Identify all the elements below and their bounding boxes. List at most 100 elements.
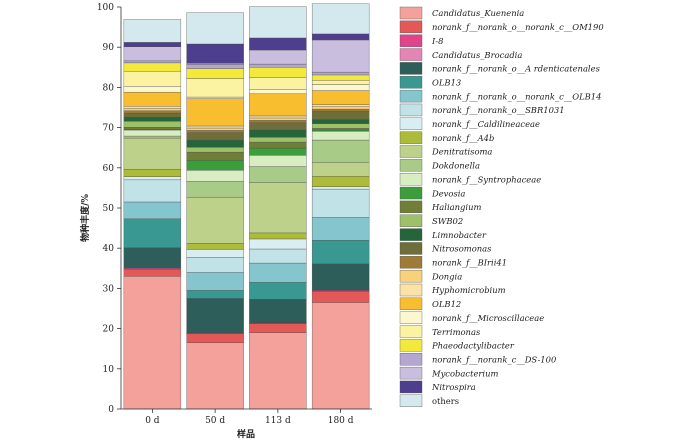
bar-segment (311, 239, 370, 265)
y-tick-label: 40 (103, 244, 115, 254)
bar-segment (311, 111, 370, 120)
bar-segment (311, 71, 370, 76)
bar-segment (186, 125, 244, 129)
bar-segment (311, 90, 370, 105)
x-axis-title: 样品 (237, 428, 255, 440)
y-tick-label: 10 (103, 365, 115, 375)
bar-segment (186, 243, 244, 250)
bar-segment (311, 119, 370, 124)
bar-segment (249, 77, 307, 90)
bar-segment (249, 182, 307, 234)
legend-swatch (399, 62, 423, 75)
bar-segment (123, 127, 182, 130)
legend-swatch (399, 353, 423, 366)
bar-segment (311, 263, 370, 291)
y-tick-label: 30 (103, 284, 115, 294)
legend: Candidatus_Kuenenia norank_f__norank_o__n… (399, 6, 604, 407)
bar-segment (186, 139, 244, 148)
bar-segment (311, 161, 370, 177)
bar-segment (311, 106, 370, 110)
legend-swatch (399, 297, 423, 311)
legend-label: norank_f__BIrii41 (432, 258, 507, 269)
bar-segment (311, 108, 370, 112)
bar-segment (249, 299, 307, 323)
bar-segment (186, 132, 244, 141)
legend-label: norank_f__Caldilineaceae (432, 119, 540, 130)
bar-segment (186, 64, 244, 69)
bar-segment (249, 232, 307, 240)
legend-label: norank_f__A4b (432, 133, 494, 144)
bar-segment (249, 6, 307, 39)
bar-segment (186, 98, 244, 127)
bar-segment (249, 129, 307, 138)
bar-segment (123, 201, 182, 220)
legend-swatch (399, 242, 423, 255)
legend-swatch (399, 48, 423, 61)
bar-segment (311, 84, 370, 91)
bar-segment (249, 238, 307, 250)
bar-segment (311, 79, 370, 85)
bar-segment (186, 170, 244, 182)
bar-segment (186, 159, 244, 171)
bar-segment (249, 282, 307, 300)
legend-label: Hyphomicrobium (431, 285, 506, 295)
bar-segment (123, 247, 182, 269)
bar-segment (123, 218, 182, 248)
legend-label: I-8 (431, 36, 444, 46)
bar-segment (249, 63, 307, 68)
legend-swatch (399, 214, 423, 227)
legend-label: Nitrospira (431, 382, 476, 392)
y-tick-label: 0 (108, 405, 114, 415)
bar-segment (186, 151, 244, 161)
legend-swatch (399, 131, 423, 144)
y-axis-title: 物种丰度/% (79, 194, 91, 242)
bar-segment (249, 323, 307, 333)
bar-segment (249, 93, 307, 117)
legend-label: norank_f__Syntrophaceae (432, 174, 541, 185)
legend-swatch (399, 283, 423, 297)
bar-segment (311, 217, 370, 241)
bar-segment (311, 186, 370, 190)
bar-segment (186, 257, 244, 273)
legend-swatch (399, 117, 423, 130)
bar-segment (311, 188, 370, 218)
legend-swatch (399, 103, 423, 117)
legend-swatch (399, 34, 423, 47)
legend-label: OLB13 (432, 77, 461, 87)
bar-segment (186, 249, 244, 258)
bar-segment (186, 272, 244, 291)
bar-segment (249, 332, 307, 410)
bar-segment (249, 141, 307, 149)
legend-swatch (399, 256, 423, 269)
bar-segment (249, 248, 307, 264)
bar-segment (123, 179, 182, 203)
legend-label: Denitratisoma (431, 147, 492, 157)
bar-segment (186, 147, 244, 153)
bar-segment (123, 129, 182, 137)
bar-segment (186, 290, 244, 299)
legend-swatch (399, 20, 423, 34)
x-tick-label: 180 d (328, 416, 354, 426)
x-tick-label: 113 d (265, 416, 291, 426)
y-tick-label: 100 (97, 3, 114, 13)
bar-segment (123, 106, 182, 109)
bar-segment (186, 12, 244, 45)
legend-swatch (399, 339, 423, 352)
legend-swatch (399, 394, 423, 407)
bar-segment (249, 147, 307, 156)
y-tick-label: 80 (103, 83, 115, 93)
legend-label: norank_f__Microscillaceae (432, 313, 544, 324)
bar-segment (311, 39, 370, 73)
legend-label: Devosia (431, 188, 465, 198)
bar-segment (186, 96, 244, 99)
legend-label: norank_f__norank_c__DS-100 (432, 354, 557, 365)
bar-segment (311, 128, 370, 131)
bar-segment (186, 43, 244, 64)
legend-label: norank_f__norank_o__norank_c__OLB14 (432, 91, 601, 102)
legend-label: Limnobacter (431, 230, 487, 240)
legend-label: others (432, 396, 459, 406)
bar-stacks (123, 3, 370, 410)
bar-segment (311, 104, 370, 107)
bar-segment (123, 120, 182, 128)
